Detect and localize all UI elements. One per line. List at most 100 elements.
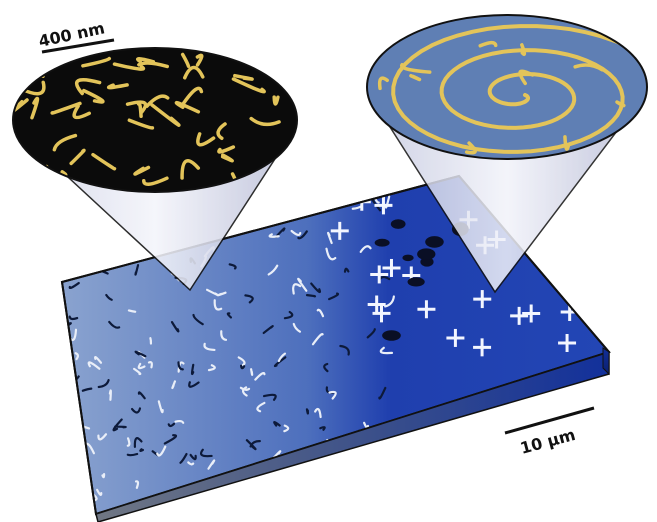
- texture-stroke: [252, 216, 263, 223]
- texture-stroke: [250, 368, 254, 376]
- texture-stroke: [241, 386, 248, 397]
- stripe-segment: [255, 54, 265, 71]
- texture-stroke: [292, 283, 302, 295]
- texture-stroke: [296, 503, 305, 514]
- stripe-segment: [615, 100, 626, 108]
- texture-stroke: [97, 433, 108, 441]
- texture-stroke: [149, 337, 153, 345]
- stripe-segment: [520, 43, 527, 57]
- scale-bar-400nm-line: [41, 38, 115, 54]
- stripe-segment: [72, 104, 91, 120]
- texture-stroke: [262, 325, 274, 335]
- texture-stroke: [157, 400, 164, 414]
- texture-stroke: [315, 476, 320, 482]
- texture-stroke: [94, 355, 103, 364]
- texture-stroke: [310, 493, 318, 499]
- texture-stroke: [62, 247, 68, 263]
- dark-defect: [402, 254, 414, 262]
- texture-stroke: [108, 320, 121, 329]
- dark-defect: [374, 238, 390, 247]
- texture-stroke: [127, 309, 137, 313]
- texture-stroke: [177, 361, 184, 371]
- texture-stroke: [316, 308, 325, 318]
- texture-stroke: [171, 380, 177, 390]
- stripe-segment: [91, 152, 117, 171]
- texture-stroke: [177, 361, 185, 373]
- stripe-segment: [220, 153, 235, 163]
- texture-stroke: [305, 294, 317, 298]
- texture-stroke: [72, 266, 85, 273]
- stripe-segment: [272, 95, 280, 106]
- texture-stroke: [82, 226, 94, 237]
- stripe-segment: [217, 145, 236, 154]
- texture-stroke: [102, 250, 116, 258]
- texture-stroke: [170, 321, 180, 333]
- scale-bar-10um-line: [504, 406, 595, 435]
- texture-stroke: [134, 350, 147, 358]
- stripe-segment: [21, 56, 45, 67]
- spiral-stripe-pattern: [367, 15, 647, 159]
- texture-stroke: [323, 362, 329, 373]
- texture-stroke: [199, 448, 213, 458]
- texture-stroke: [274, 227, 286, 238]
- maltese-cross: [473, 338, 492, 357]
- texture-stroke: [213, 299, 223, 311]
- texture-stroke: [343, 267, 350, 273]
- texture-stroke: [188, 381, 200, 388]
- texture-stroke: [359, 245, 372, 253]
- texture-stroke: [167, 422, 176, 428]
- texture-stroke: [277, 352, 287, 363]
- texture-stroke: [237, 356, 246, 367]
- texture-stroke: [192, 313, 204, 326]
- texture-stroke: [217, 291, 227, 297]
- texture-stroke: [267, 264, 279, 276]
- texture-stroke: [339, 344, 350, 356]
- stripe-segment: [142, 176, 169, 186]
- stripe-segment: [50, 101, 82, 115]
- texture-stroke: [363, 421, 370, 429]
- texture-stroke: [290, 229, 302, 237]
- stripe-segment: [82, 88, 105, 104]
- texture-stroke: [62, 482, 69, 495]
- stripe-segment: [233, 73, 254, 81]
- stripe-segment: [30, 96, 40, 120]
- texture-stroke: [373, 451, 383, 457]
- stripe-segment: [179, 86, 204, 108]
- texture-stroke: [359, 194, 363, 202]
- texture-stroke: [345, 481, 351, 493]
- texture-stroke: [139, 448, 145, 452]
- texture-stroke: [262, 508, 273, 514]
- texture-stroke: [134, 264, 140, 276]
- texture-stroke: [190, 363, 195, 376]
- maltese-cross: [330, 221, 349, 240]
- texture-stroke: [130, 407, 142, 414]
- texture-stroke: [65, 463, 71, 469]
- texture-stroke: [62, 495, 71, 500]
- texture-stroke: [304, 488, 310, 501]
- texture-stroke: [105, 293, 113, 301]
- texture-stroke: [126, 437, 131, 447]
- texture-stroke: [190, 494, 203, 508]
- texture-stroke: [273, 421, 281, 427]
- stripe-segment: [15, 151, 25, 166]
- texture-stroke: [244, 294, 254, 304]
- stripe-segment: [195, 53, 204, 67]
- texture-stroke: [233, 220, 243, 230]
- stripe-segment: [52, 133, 78, 152]
- texture-stroke: [114, 425, 127, 429]
- stripe-segment: [107, 83, 129, 90]
- texture-stroke: [137, 391, 146, 400]
- dark-defect: [425, 236, 444, 248]
- stripe-segment: [13, 98, 29, 113]
- texture-stroke: [325, 247, 337, 261]
- texture-stroke: [242, 506, 252, 514]
- texture-stroke: [239, 386, 251, 391]
- stripe-segment: [216, 122, 227, 140]
- texture-stroke: [226, 312, 233, 319]
- zoom-inset-right-rim: [366, 14, 648, 160]
- zoom-cone-left: [12, 47, 298, 292]
- stripe-segment: [196, 132, 216, 147]
- stripe-segment: [35, 164, 49, 176]
- texture-stroke: [240, 364, 246, 370]
